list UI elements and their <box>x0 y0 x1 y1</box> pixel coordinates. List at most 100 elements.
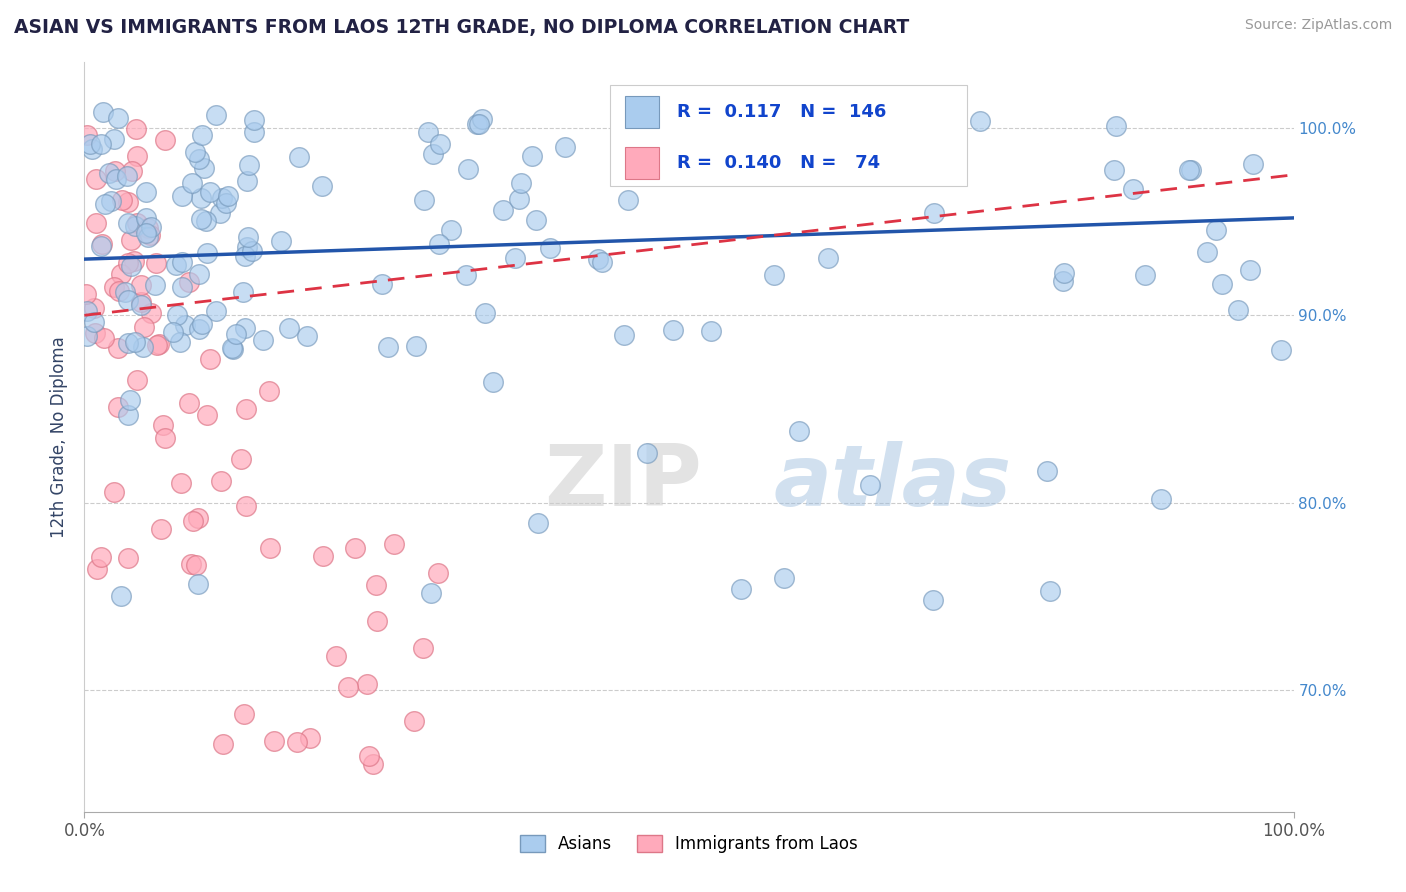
Point <box>75 286 97 301</box>
Point <box>1239 262 1261 277</box>
Point <box>236 174 259 188</box>
Point <box>148 336 170 351</box>
Point <box>86 561 108 575</box>
Point <box>1102 163 1125 178</box>
Point <box>124 219 146 233</box>
Point <box>76 328 98 343</box>
Point <box>124 334 146 349</box>
Point <box>457 162 479 177</box>
Point <box>190 212 212 227</box>
Point <box>482 376 505 390</box>
Point <box>404 714 426 728</box>
Point <box>195 214 218 228</box>
Point <box>91 236 114 251</box>
Point <box>508 192 530 206</box>
Point <box>325 648 347 663</box>
Point <box>661 323 683 337</box>
Point <box>382 537 405 551</box>
Point <box>135 226 157 240</box>
Point <box>117 409 139 423</box>
Point <box>153 133 176 147</box>
Point <box>104 171 127 186</box>
Point <box>679 153 702 168</box>
Point <box>110 268 132 282</box>
Point <box>471 112 494 126</box>
Point <box>181 514 204 528</box>
Point <box>510 176 533 190</box>
Point <box>117 216 139 230</box>
Point <box>114 285 136 299</box>
Point <box>143 277 166 292</box>
Point <box>110 589 132 603</box>
Point <box>139 220 162 235</box>
Point <box>117 335 139 350</box>
Point <box>84 172 107 186</box>
Point <box>427 236 450 251</box>
Point <box>118 392 141 407</box>
Legend: Asians, Immigrants from Laos: Asians, Immigrants from Laos <box>513 828 865 860</box>
Point <box>454 268 477 282</box>
Text: Source: ZipAtlas.com: Source: ZipAtlas.com <box>1244 18 1392 32</box>
Point <box>772 570 794 584</box>
Point <box>136 221 159 235</box>
Point <box>90 239 112 253</box>
Point <box>166 308 188 322</box>
Point <box>357 749 380 764</box>
Point <box>138 227 160 242</box>
Point <box>188 322 211 336</box>
Point <box>174 318 197 332</box>
Point <box>636 446 658 460</box>
Point <box>120 259 142 273</box>
Point <box>184 145 207 160</box>
Point <box>98 166 121 180</box>
Point <box>356 676 378 690</box>
Point <box>117 169 139 183</box>
Point <box>243 113 266 128</box>
Point <box>817 251 839 265</box>
Point <box>209 474 232 488</box>
Point <box>492 203 515 218</box>
Point <box>915 145 938 159</box>
Point <box>554 140 576 154</box>
Point <box>129 294 152 309</box>
Point <box>132 319 155 334</box>
Point <box>422 147 444 161</box>
Point <box>94 197 117 211</box>
Point <box>79 137 101 152</box>
Point <box>259 541 281 555</box>
Point <box>170 280 193 294</box>
Point <box>83 315 105 329</box>
Point <box>416 125 439 139</box>
Point <box>426 566 449 580</box>
Point <box>136 230 159 244</box>
Point <box>366 614 388 628</box>
Point <box>235 499 257 513</box>
Bar <box>624 147 659 178</box>
Bar <box>624 96 659 128</box>
Point <box>195 408 218 422</box>
Point <box>117 293 139 308</box>
Point <box>591 255 613 269</box>
Point <box>263 734 285 748</box>
Point <box>225 326 247 341</box>
Point <box>184 558 207 573</box>
Point <box>538 241 561 255</box>
Point <box>762 268 785 282</box>
Point <box>179 396 201 410</box>
Point <box>221 342 243 356</box>
Point <box>165 258 187 272</box>
Point <box>236 240 259 254</box>
Point <box>76 128 98 142</box>
Point <box>503 252 526 266</box>
Point <box>692 153 714 167</box>
Point <box>179 275 201 289</box>
Point <box>1205 223 1227 237</box>
Point <box>84 216 107 230</box>
Point <box>170 189 193 203</box>
Point <box>287 735 309 749</box>
Point <box>153 431 176 445</box>
Point <box>162 325 184 339</box>
Point <box>1195 245 1218 260</box>
Text: ASIAN VS IMMIGRANTS FROM LAOS 12TH GRADE, NO DIPLOMA CORRELATION CHART: ASIAN VS IMMIGRANTS FROM LAOS 12TH GRADE… <box>14 18 910 37</box>
Y-axis label: 12th Grade, No Diploma: 12th Grade, No Diploma <box>49 336 67 538</box>
